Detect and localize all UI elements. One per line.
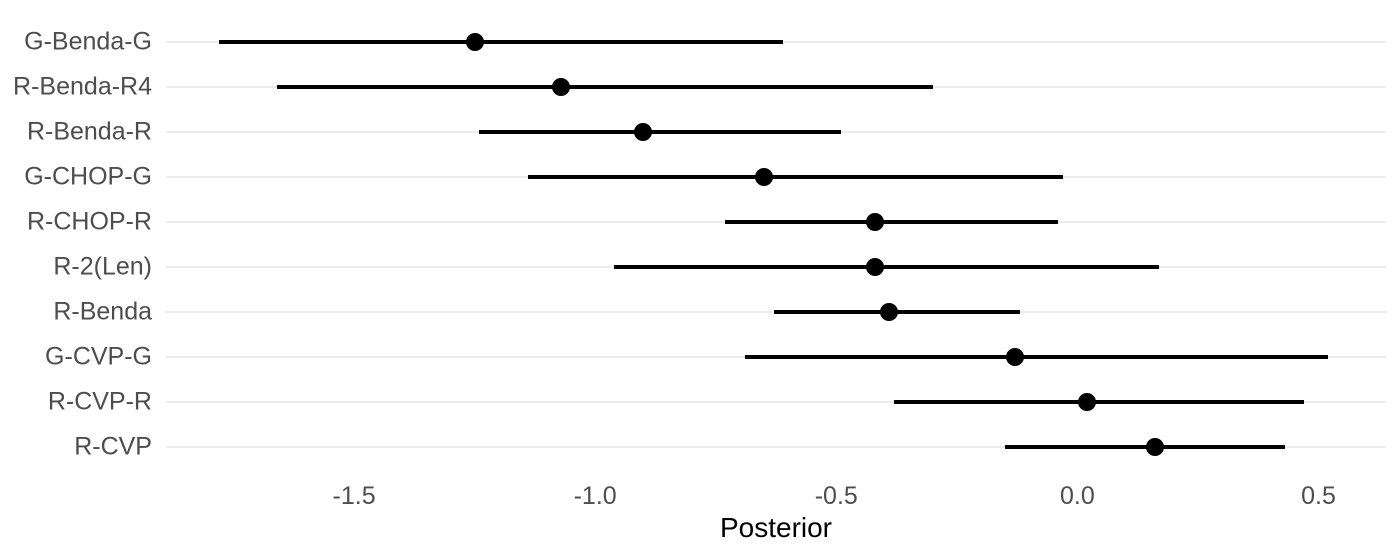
point-estimate [754, 168, 773, 186]
y-axis-label: G-CVP-G [45, 342, 152, 371]
y-axis-label: R-CHOP-R [27, 207, 152, 236]
credible-interval-line [1005, 445, 1285, 449]
credible-interval-line [725, 220, 1059, 224]
y-axis-label: R-CVP-R [47, 387, 152, 416]
y-axis-label: R-2(Len) [53, 252, 152, 281]
point-estimate [465, 33, 484, 51]
credible-interval-line [614, 265, 1160, 269]
x-axis-title: Posterior [719, 512, 833, 543]
y-axis-label: R-CVP [74, 432, 152, 461]
point-estimate [1078, 393, 1097, 411]
y-axis-label: G-CHOP-G [24, 162, 152, 191]
gridline [166, 446, 1386, 448]
credible-interval-line [219, 40, 784, 44]
point-estimate [552, 78, 571, 96]
point-estimate [865, 258, 884, 276]
x-tick-label: -1.5 [332, 482, 376, 510]
gridline [166, 401, 1386, 403]
credible-interval-line [894, 400, 1305, 404]
x-tick-label: -0.5 [814, 482, 858, 510]
y-axis-label: R-Benda-R [26, 117, 152, 146]
point-estimate [1145, 438, 1164, 456]
y-axis-label: R-Benda [53, 297, 152, 326]
x-tick-label: 0.0 [1059, 482, 1095, 510]
y-axis-label: R-Benda-R4 [13, 72, 152, 101]
point-estimate [1005, 348, 1024, 366]
credible-interval-line [744, 355, 1329, 359]
point-estimate [880, 303, 899, 321]
point-estimate [865, 213, 884, 231]
x-tick-label: -1.0 [573, 482, 617, 510]
y-axis-label: G-Benda-G [24, 27, 152, 56]
credible-interval-line [276, 85, 933, 89]
point-estimate [634, 123, 653, 141]
x-tick-label: 0.5 [1301, 482, 1336, 510]
credible-interval-line [527, 175, 1063, 179]
credible-interval-line [479, 130, 842, 134]
